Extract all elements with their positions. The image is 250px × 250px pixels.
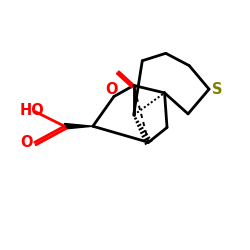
Text: HO: HO bbox=[20, 103, 45, 118]
Text: S: S bbox=[212, 82, 222, 97]
Text: O: O bbox=[105, 82, 118, 97]
Polygon shape bbox=[64, 124, 93, 129]
Text: O: O bbox=[21, 135, 33, 150]
